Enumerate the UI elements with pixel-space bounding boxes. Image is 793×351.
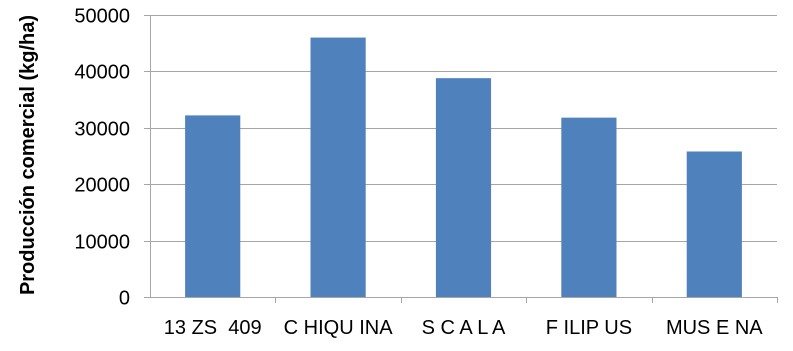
y-tick-label: 40000 [74,62,130,84]
x-tick-label: F ILIP US [546,317,632,339]
x-tick-labels: 13 ZS 409 C HIQU INA S C A L A F ILIP US MUS… [164,317,764,339]
x-tick-label: S C A L A [422,317,506,339]
bar [561,117,617,297]
y-tick-label: 50000 [74,6,130,28]
axes [144,15,778,303]
bars [185,37,742,298]
bar [435,78,492,297]
y-axis-title: Producción comercial (kg/ha) [17,15,39,295]
x-tick-label: MUS E NA [666,317,763,339]
y-tick-label: 0 [119,288,130,310]
x-tick-label: 13 ZS 409 [164,317,262,339]
y-tick-label: 30000 [74,119,130,141]
bar [686,151,742,297]
y-tick-label: 10000 [74,232,130,254]
y-tick-labels: 0 10000 20000 30000 40000 50000 [74,6,130,310]
x-tick-label: C HIQU INA [284,317,394,339]
bar [310,37,366,298]
y-tick-label: 20000 [74,175,130,197]
bar [185,115,241,297]
